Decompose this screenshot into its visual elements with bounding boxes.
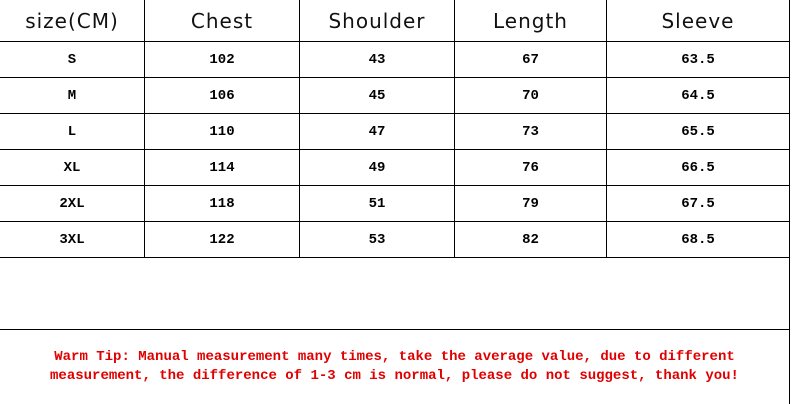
- table-row: M 106 45 70 64.5: [0, 77, 790, 114]
- table-cell: 118: [144, 185, 300, 222]
- warm-tip: Warm Tip: Manual measurement many times,…: [0, 329, 790, 404]
- blank-row: [0, 257, 790, 330]
- table-cell: 51: [299, 185, 455, 222]
- table-cell: 67.5: [606, 185, 790, 222]
- table-cell: 66.5: [606, 149, 790, 186]
- table-cell: 102: [144, 41, 300, 78]
- table-cell: 43: [299, 41, 455, 78]
- table-cell: M: [0, 77, 145, 114]
- table-cell: 53: [299, 221, 455, 258]
- table-cell: S: [0, 41, 145, 78]
- table-row: S 102 43 67 63.5: [0, 41, 790, 78]
- table-cell: 70: [454, 77, 607, 114]
- table-cell: 64.5: [606, 77, 790, 114]
- table-cell: 73: [454, 113, 607, 150]
- table-cell: 114: [144, 149, 300, 186]
- table-cell: 110: [144, 113, 300, 150]
- table-cell: 67: [454, 41, 607, 78]
- table-cell: 106: [144, 77, 300, 114]
- tip-row: Warm Tip: Manual measurement many times,…: [0, 329, 790, 404]
- header-shoulder: Shoulder: [299, 0, 455, 42]
- blank-cell: [0, 257, 790, 330]
- table-cell: 122: [144, 221, 300, 258]
- table-cell: 79: [454, 185, 607, 222]
- header-length: Length: [454, 0, 607, 42]
- header-sleeve: Sleeve: [606, 0, 790, 42]
- table-row: XL 114 49 76 66.5: [0, 149, 790, 186]
- table-cell: 45: [299, 77, 455, 114]
- table-cell: L: [0, 113, 145, 150]
- table-cell: 68.5: [606, 221, 790, 258]
- table-cell: 82: [454, 221, 607, 258]
- table-cell: 3XL: [0, 221, 145, 258]
- table-cell: 65.5: [606, 113, 790, 150]
- header-size: size(CM): [0, 0, 145, 42]
- table-cell: XL: [0, 149, 145, 186]
- table-cell: 76: [454, 149, 607, 186]
- header-chest: Chest: [144, 0, 300, 42]
- table-row: L 110 47 73 65.5: [0, 113, 790, 150]
- table-cell: 63.5: [606, 41, 790, 78]
- table-row: 2XL 118 51 79 67.5: [0, 185, 790, 222]
- header-row: size(CM) Chest Shoulder Length Sleeve: [0, 0, 790, 42]
- table-cell: 2XL: [0, 185, 145, 222]
- table-row: 3XL 122 53 82 68.5: [0, 221, 790, 258]
- table-cell: 49: [299, 149, 455, 186]
- table-cell: 47: [299, 113, 455, 150]
